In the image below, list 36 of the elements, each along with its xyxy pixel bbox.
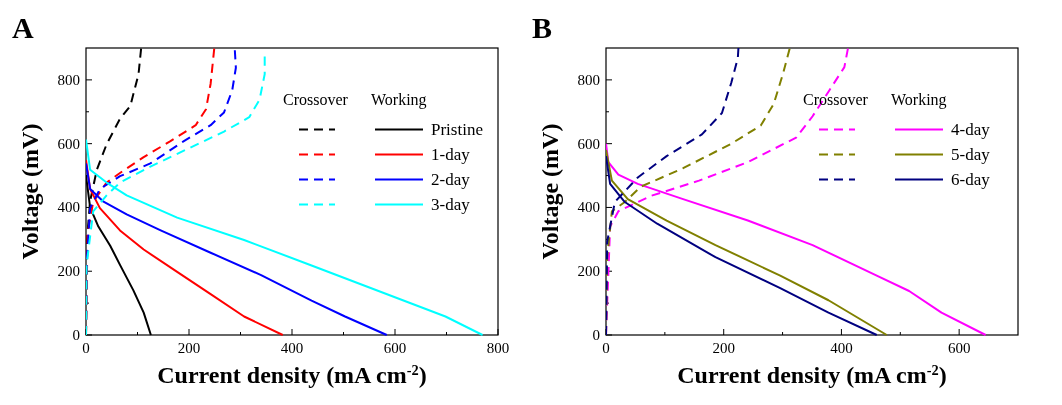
x-tick-label: 600 bbox=[383, 340, 407, 356]
y-axis-title: Voltage (mV) bbox=[537, 123, 563, 260]
y-tick-label: 0 bbox=[592, 327, 600, 343]
legend-label: 1-day bbox=[431, 145, 471, 165]
legend-label: 2-day bbox=[431, 170, 471, 190]
y-axis-title: Voltage (mV) bbox=[17, 123, 43, 260]
x-tick-label: 200 bbox=[712, 340, 735, 356]
chart-title: A bbox=[12, 11, 34, 44]
legend-label: Pristine bbox=[431, 120, 483, 140]
y-tick-label: 800 bbox=[57, 71, 80, 88]
annotation: Working bbox=[371, 91, 427, 110]
x-tick-label: 200 bbox=[177, 340, 201, 356]
x-tick-label: 0 bbox=[602, 340, 610, 356]
y-tick-label: 600 bbox=[577, 135, 600, 152]
annotation: Crossover bbox=[283, 91, 349, 109]
y-tick-label: 400 bbox=[57, 199, 80, 216]
x-tick-label: 400 bbox=[280, 340, 304, 356]
y-tick-label: 200 bbox=[57, 263, 80, 280]
x-tick-label: 600 bbox=[947, 340, 971, 356]
annotation: Working bbox=[891, 91, 947, 110]
x-axis-title: Current density (mA cm$^{-2}$) bbox=[677, 362, 947, 388]
legend-label: 6-day bbox=[951, 170, 991, 190]
y-tick-label: 400 bbox=[577, 199, 600, 216]
y-tick-label: 200 bbox=[577, 263, 600, 280]
x-tick-label: 400 bbox=[830, 340, 853, 356]
x-tick-label: 0 bbox=[82, 340, 90, 356]
y-tick-label: 800 bbox=[577, 71, 600, 88]
y-tick-label: 600 bbox=[57, 135, 80, 152]
legend-label: 4-day bbox=[951, 120, 991, 140]
legend-label: 5-day bbox=[951, 145, 991, 165]
legend-label: 3-day bbox=[431, 195, 471, 215]
x-axis-title: Current density (mA cm$^{-2}$) bbox=[157, 362, 427, 388]
y-tick-label: 0 bbox=[72, 327, 80, 343]
chart-title: B bbox=[532, 11, 553, 44]
x-tick-label: 800 bbox=[486, 340, 510, 356]
annotation: Crossover bbox=[803, 91, 869, 109]
